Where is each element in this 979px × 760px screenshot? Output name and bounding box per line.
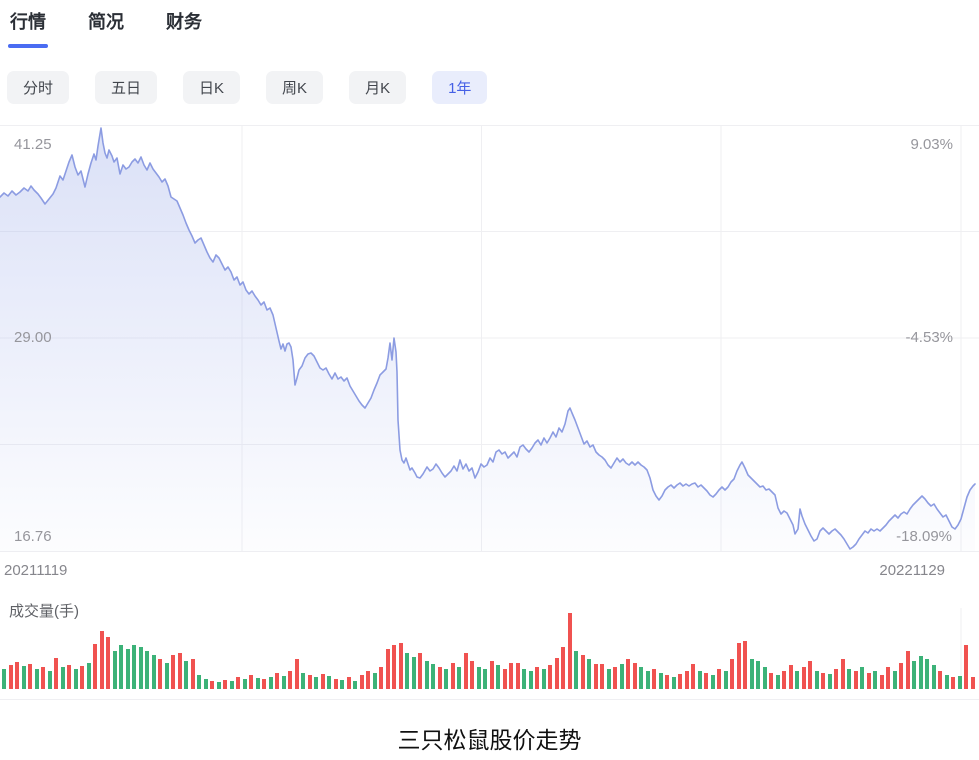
- percent-label-mid: -4.53%: [905, 329, 953, 346]
- period-button-weekly-k[interactable]: 周K: [266, 71, 324, 104]
- tab-finance[interactable]: 财务: [166, 12, 202, 32]
- price-label-mid: 29.00: [14, 329, 52, 346]
- period-button-daily-k[interactable]: 日K: [183, 71, 241, 104]
- chart-caption: 三只松鼠股价走势: [397, 728, 582, 754]
- date-end-label: 20221129: [879, 562, 945, 579]
- top-tabs: 行情 简况 财务: [10, 10, 202, 34]
- period-selector: 分时 五日 日K 周K 月K 1年: [7, 71, 488, 104]
- date-start-label: 20211119: [4, 562, 68, 579]
- period-button-5day[interactable]: 五日: [95, 71, 158, 104]
- period-button-1year[interactable]: 1年: [432, 71, 488, 104]
- percent-label-low: -18.09%: [896, 528, 952, 545]
- period-button-minute[interactable]: 分时: [7, 71, 70, 104]
- volume-axis-label: 成交量(手): [9, 603, 79, 620]
- price-label-high: 41.25: [14, 136, 52, 153]
- period-button-monthly-k[interactable]: 月K: [349, 71, 407, 104]
- tab-profile[interactable]: 简况: [88, 12, 124, 32]
- price-label-low: 16.76: [14, 528, 52, 545]
- active-tab-indicator: [8, 44, 48, 48]
- percent-label-high: 9.03%: [910, 136, 953, 153]
- tab-quotes[interactable]: 行情: [10, 12, 46, 32]
